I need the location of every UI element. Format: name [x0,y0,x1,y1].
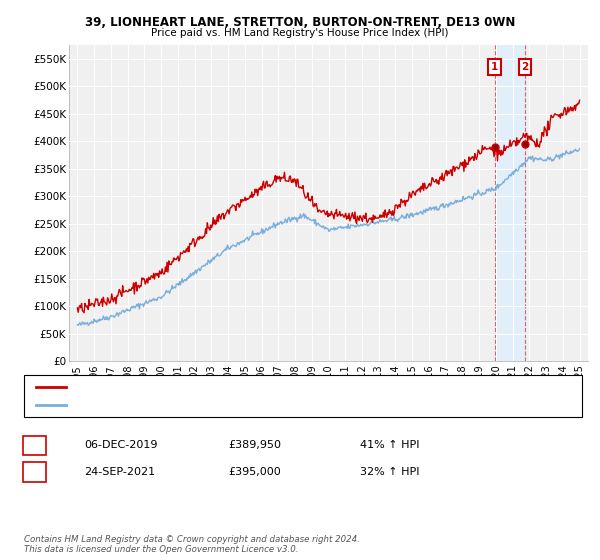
Text: £389,950: £389,950 [228,440,281,450]
Text: Contains HM Land Registry data © Crown copyright and database right 2024.
This d: Contains HM Land Registry data © Crown c… [24,535,360,554]
Text: 06-DEC-2019: 06-DEC-2019 [84,440,157,450]
Text: HPI: Average price, detached house, East Staffordshire: HPI: Average price, detached house, East… [75,401,336,410]
Text: 1: 1 [31,440,38,450]
Text: 2: 2 [521,62,529,72]
Bar [494,45,525,361]
Text: 1: 1 [491,62,498,72]
Text: 39, LIONHEART LANE, STRETTON, BURTON-ON-TRENT, DE13 0WN (detached house): 39, LIONHEART LANE, STRETTON, BURTON-ON-… [75,382,470,391]
Text: 39, LIONHEART LANE, STRETTON, BURTON-ON-TRENT, DE13 0WN: 39, LIONHEART LANE, STRETTON, BURTON-ON-… [85,16,515,29]
Text: £395,000: £395,000 [228,466,281,477]
Text: 32% ↑ HPI: 32% ↑ HPI [360,466,419,477]
Text: 2: 2 [31,466,38,477]
Text: 41% ↑ HPI: 41% ↑ HPI [360,440,419,450]
Text: 24-SEP-2021: 24-SEP-2021 [84,466,155,477]
Text: Price paid vs. HM Land Registry's House Price Index (HPI): Price paid vs. HM Land Registry's House … [151,28,449,38]
